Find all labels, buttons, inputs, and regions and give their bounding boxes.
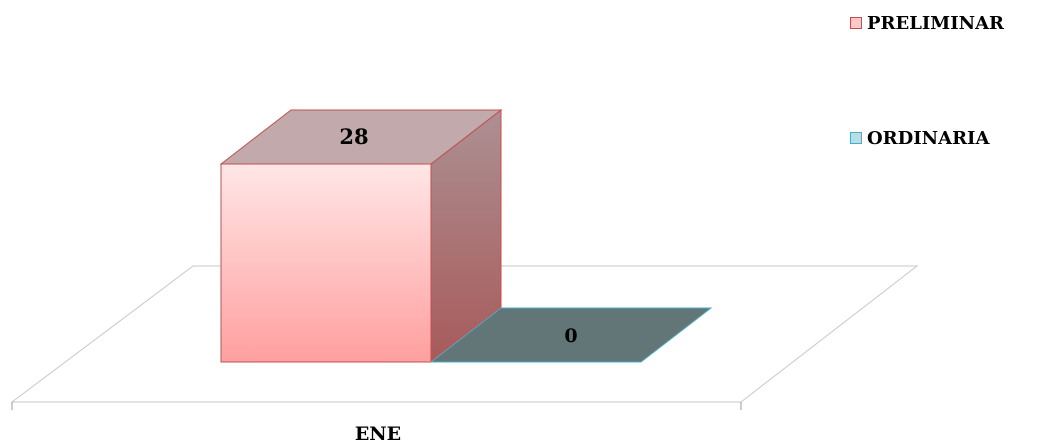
chart-marks: 28 0	[221, 110, 711, 362]
data-label-preliminar: 28	[339, 124, 368, 149]
legend-item-ordinaria: ORDINARIA	[850, 123, 1040, 153]
legend-label-ordinaria: ORDINARIA	[867, 128, 989, 149]
x-tick-label: ENE	[355, 423, 401, 445]
legend-swatch-preliminar	[850, 17, 862, 29]
legend-label-preliminar: PRELIMINAR	[867, 13, 1004, 34]
bar-front-preliminar	[221, 164, 431, 362]
legend-swatch-ordinaria	[850, 132, 862, 144]
legend-item-preliminar: PRELIMINAR	[850, 8, 1040, 38]
data-label-ordinaria: 0	[564, 325, 577, 347]
